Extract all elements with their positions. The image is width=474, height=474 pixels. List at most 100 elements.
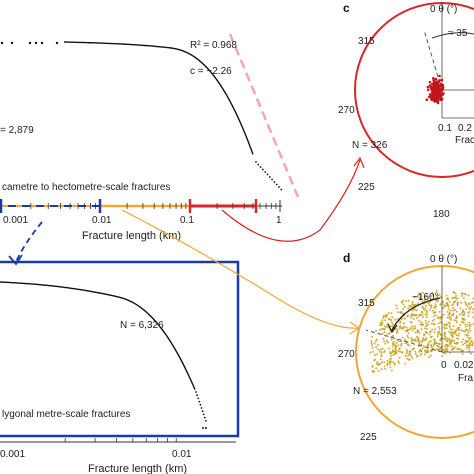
polar-d-point <box>456 304 459 307</box>
polar-d-point <box>406 350 409 353</box>
polar-d-point <box>422 291 425 294</box>
polar-d-point <box>394 344 397 347</box>
polar-d-point <box>454 331 457 334</box>
polar-d-point <box>449 341 452 344</box>
polar-d-point <box>458 332 461 335</box>
x-tick-0.01: 0.01 <box>92 215 112 226</box>
polar-d-point <box>437 322 440 325</box>
polar-c-point <box>429 86 433 90</box>
polar-d-point <box>456 328 459 331</box>
length-point <box>278 186 280 188</box>
polar-d-point <box>461 341 463 343</box>
x-tick-1: 1 <box>276 215 282 226</box>
polar-d-point <box>411 303 414 306</box>
polar-d-point <box>467 334 470 337</box>
polar-d-point <box>418 292 421 295</box>
polar-d-point <box>425 322 427 325</box>
metre-point <box>201 410 204 413</box>
polar-d-point <box>443 326 446 329</box>
polar-d-point <box>455 334 458 336</box>
polar-d-point <box>458 313 461 316</box>
polar-c-point <box>432 82 436 86</box>
polar-d-point <box>383 365 386 368</box>
polar-d-point <box>468 343 471 346</box>
polar-d-point <box>420 328 423 331</box>
polar-d-point <box>443 331 446 334</box>
polar-d-point <box>446 344 448 347</box>
polar-d-point <box>418 349 421 352</box>
polar-d-point <box>407 300 410 302</box>
polar-c-point <box>439 82 443 86</box>
polar-c-radial-tick-0: 0.1 <box>438 123 452 134</box>
polar-c-point <box>436 101 440 105</box>
polar-d-point <box>444 305 447 308</box>
polar-d-point <box>418 313 421 316</box>
polar-d-point <box>430 305 433 308</box>
polar-d-point <box>464 342 466 345</box>
polar-d-point <box>436 317 439 320</box>
polar-d-point <box>443 345 446 348</box>
connector-red-arrow <box>221 159 361 242</box>
polar-d-point <box>463 318 466 321</box>
polar-d-point <box>452 331 455 334</box>
polar-d-point <box>423 308 426 311</box>
polar-d-point <box>384 367 387 370</box>
polar-d-point <box>430 322 433 325</box>
polar-c-point <box>426 85 430 89</box>
polar-d-point <box>470 339 473 342</box>
polar-d-point <box>393 318 396 321</box>
polar-chart-d: d 0 θ (°) ~160° 315 270 225 N = 2,553 0 … <box>338 251 474 443</box>
polar-d-point <box>448 313 451 316</box>
polar-d-point <box>462 321 465 324</box>
polar-d-point <box>467 314 470 317</box>
polar-d-point <box>411 329 414 332</box>
polar-d-point <box>460 292 463 295</box>
polar-d-point <box>463 330 466 333</box>
polar-d-point <box>443 334 446 337</box>
polar-d-point <box>418 319 421 322</box>
polar-d-point <box>467 294 470 297</box>
polar-d-point <box>452 336 454 339</box>
polar-d-point <box>411 325 414 328</box>
polar-d-point <box>380 368 383 371</box>
length-point <box>271 178 273 181</box>
polar-d-point <box>442 307 445 310</box>
polar-d-point <box>413 296 416 299</box>
polar-d-point <box>453 339 456 342</box>
polar-d-point <box>414 327 417 330</box>
polar-d-point <box>454 346 457 349</box>
polar-d-point <box>407 358 410 361</box>
polar-d-point <box>381 328 384 331</box>
metre-data-points <box>195 391 207 429</box>
polar-d-point <box>452 309 455 312</box>
polar-d-point <box>464 323 467 326</box>
polar-d-point <box>390 325 393 328</box>
polar-d-point <box>434 311 437 314</box>
polar-d-point <box>376 344 379 346</box>
polar-d-point <box>403 305 406 308</box>
metre-x-tick-0.01: 0.01 <box>172 449 192 460</box>
polar-d-point <box>446 337 449 340</box>
polar-d-point <box>404 362 407 365</box>
polar-d-point <box>444 352 447 355</box>
polar-c-point <box>432 80 436 84</box>
polar-d-radial-tick-0: 0 <box>441 360 447 371</box>
length-point <box>262 168 264 171</box>
metre-point <box>195 391 197 393</box>
axis-minor-ticks <box>30 200 281 212</box>
polar-d-point <box>384 319 387 322</box>
polar-d-point <box>391 351 394 353</box>
panel-label-c: c <box>343 1 350 15</box>
inset-frame <box>0 260 240 438</box>
connector-red-arrowhead <box>353 156 365 169</box>
polar-d-point <box>447 308 450 311</box>
polar-d-point <box>446 348 449 351</box>
polar-d-point <box>459 307 462 310</box>
length-point <box>259 166 262 168</box>
polar-d-point <box>404 354 407 357</box>
polar-d-point <box>436 333 439 336</box>
polar-d-point <box>391 349 394 352</box>
polar-d-point <box>425 325 427 328</box>
polar-d-point <box>451 339 454 341</box>
polar-d-point <box>371 346 374 349</box>
